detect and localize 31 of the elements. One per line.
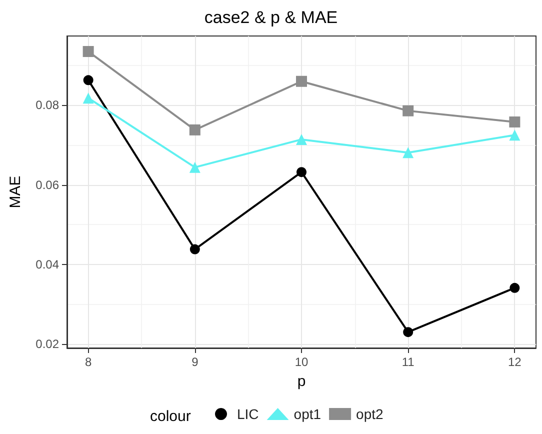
point: [189, 124, 200, 136]
y-axis-title: MAE: [7, 176, 24, 208]
legend-title: colour: [150, 408, 191, 425]
x-tick-label: 11: [402, 355, 415, 369]
x-tick-label: 9: [192, 355, 199, 369]
point: [403, 327, 414, 338]
x-tick-label: 12: [508, 355, 522, 369]
point: [296, 134, 307, 145]
x-tick-label: 10: [294, 355, 308, 369]
legend-label: opt1: [294, 406, 322, 422]
y-tick-label: 0.04: [36, 257, 60, 272]
point: [82, 46, 94, 58]
point: [510, 282, 520, 293]
chart-title: case2 & p & MAE: [204, 8, 338, 27]
point: [509, 130, 520, 141]
point: [82, 92, 94, 104]
point: [402, 147, 414, 158]
x-tick-label: 8: [84, 355, 92, 369]
point: [296, 76, 307, 87]
point: [189, 162, 200, 173]
y-tick-label: 0.08: [36, 98, 60, 112]
point: [509, 116, 520, 128]
y-tick-label: 0.02: [36, 337, 60, 352]
point: [296, 167, 306, 178]
y-tick-label: 0.06: [36, 178, 60, 192]
x-axis-title: p: [297, 373, 306, 390]
point: [83, 75, 94, 86]
point: [402, 105, 414, 116]
legend-label: LIC: [237, 406, 259, 422]
point: [190, 244, 200, 254]
legend-label: opt2: [356, 406, 384, 422]
